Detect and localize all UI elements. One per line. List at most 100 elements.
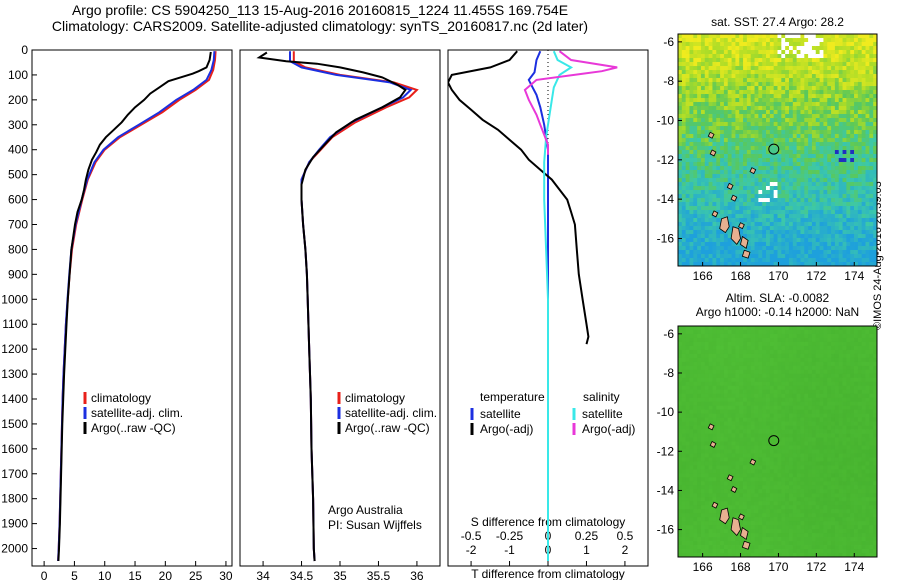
- map-cell: [758, 533, 763, 538]
- map-cell: [846, 154, 851, 159]
- map-cell: [678, 98, 683, 103]
- map-cell: [704, 417, 710, 422]
- map-cell: [704, 461, 710, 466]
- map-cell: [785, 86, 790, 91]
- map-cell: [754, 74, 759, 79]
- map-cell: [869, 262, 874, 267]
- map-cell: [811, 102, 817, 107]
- map-cell: [842, 154, 847, 159]
- map-cell: [788, 186, 794, 191]
- map-cell: [720, 58, 725, 63]
- map-cell: [720, 385, 725, 391]
- map-cell: [788, 62, 794, 67]
- map-cell: [758, 118, 763, 123]
- map-cell: [681, 333, 687, 339]
- map-cell: [716, 146, 721, 151]
- map-cell: [693, 242, 698, 247]
- x-tick-label: 35: [333, 569, 347, 580]
- map-cell: [846, 190, 851, 195]
- map-cell: [681, 82, 687, 87]
- map-cell: [720, 90, 725, 95]
- map-cell: [720, 329, 725, 335]
- map-cell: [716, 529, 721, 534]
- map-cell: [708, 361, 713, 367]
- map-cell: [777, 397, 782, 403]
- map-cell: [777, 38, 782, 43]
- map-cell: [735, 62, 740, 67]
- map-cell: [685, 545, 690, 550]
- map-cell: [854, 46, 859, 51]
- map-cell: [716, 457, 721, 462]
- map-cell: [754, 517, 759, 522]
- map-cell: [716, 194, 721, 199]
- map-cell: [769, 377, 775, 383]
- map-cell: [754, 118, 759, 123]
- map-cell: [766, 218, 771, 223]
- map-cell: [708, 198, 713, 203]
- map-cell: [792, 38, 798, 43]
- map-cell: [704, 118, 710, 123]
- map-cell: [823, 178, 828, 183]
- map-cell: [735, 409, 740, 415]
- map-cell: [773, 114, 778, 119]
- map-cell: [700, 409, 706, 415]
- map-cell: [861, 202, 866, 207]
- map-cell: [704, 433, 710, 438]
- map-cell: [781, 118, 786, 123]
- map-cell: [731, 146, 736, 151]
- map-cell: [689, 206, 694, 211]
- map-cell: [796, 170, 801, 175]
- map-cell: [823, 158, 828, 163]
- map-cell: [785, 42, 790, 47]
- map-cell: [727, 361, 732, 367]
- map-cell: [773, 449, 778, 454]
- map-cell: [750, 326, 755, 331]
- map-cell: [865, 166, 870, 171]
- map-cell: [796, 42, 801, 47]
- map-cell: [727, 94, 732, 99]
- map-cell: [681, 162, 687, 167]
- map-cell: [697, 182, 702, 187]
- map-cell: [723, 505, 729, 510]
- map-cell: [712, 158, 717, 163]
- map-cell: [708, 369, 713, 375]
- map-cell: [720, 194, 725, 199]
- map-cell: [681, 202, 687, 207]
- map-cell: [850, 90, 855, 95]
- map-cell: [700, 214, 706, 219]
- map-cell: [838, 202, 843, 207]
- map-cell: [857, 182, 863, 187]
- map-cell: [834, 110, 840, 115]
- map-cell: [689, 381, 694, 387]
- map-cell: [712, 329, 717, 335]
- map-cell: [731, 497, 736, 502]
- map-cell: [777, 74, 782, 79]
- map-cell: [704, 421, 710, 426]
- map-cell: [716, 98, 721, 103]
- map-cell: [796, 329, 801, 335]
- map-cell: [804, 154, 809, 159]
- map-cell: [746, 377, 752, 383]
- map-cell: [785, 166, 790, 171]
- map-cell: [792, 158, 798, 163]
- map-cell: [697, 194, 702, 199]
- map-cell: [861, 162, 866, 167]
- map-cell: [815, 242, 820, 247]
- map-cell: [716, 258, 721, 263]
- map-cell: [685, 190, 690, 195]
- map-cell: [781, 114, 786, 119]
- map-cell: [693, 202, 698, 207]
- map-cell: [758, 126, 763, 131]
- map-cell: [758, 66, 763, 71]
- map-cell: [689, 489, 694, 494]
- map-cell: [827, 194, 832, 199]
- map-cell: [735, 477, 740, 482]
- map-cell: [697, 222, 702, 227]
- map-cell: [796, 34, 801, 39]
- map-cell: [743, 401, 748, 407]
- map-cell: [781, 497, 786, 502]
- map-cell: [854, 206, 859, 211]
- map-cell: [788, 341, 794, 347]
- map-cell: [857, 258, 863, 263]
- map-cell: [792, 429, 798, 434]
